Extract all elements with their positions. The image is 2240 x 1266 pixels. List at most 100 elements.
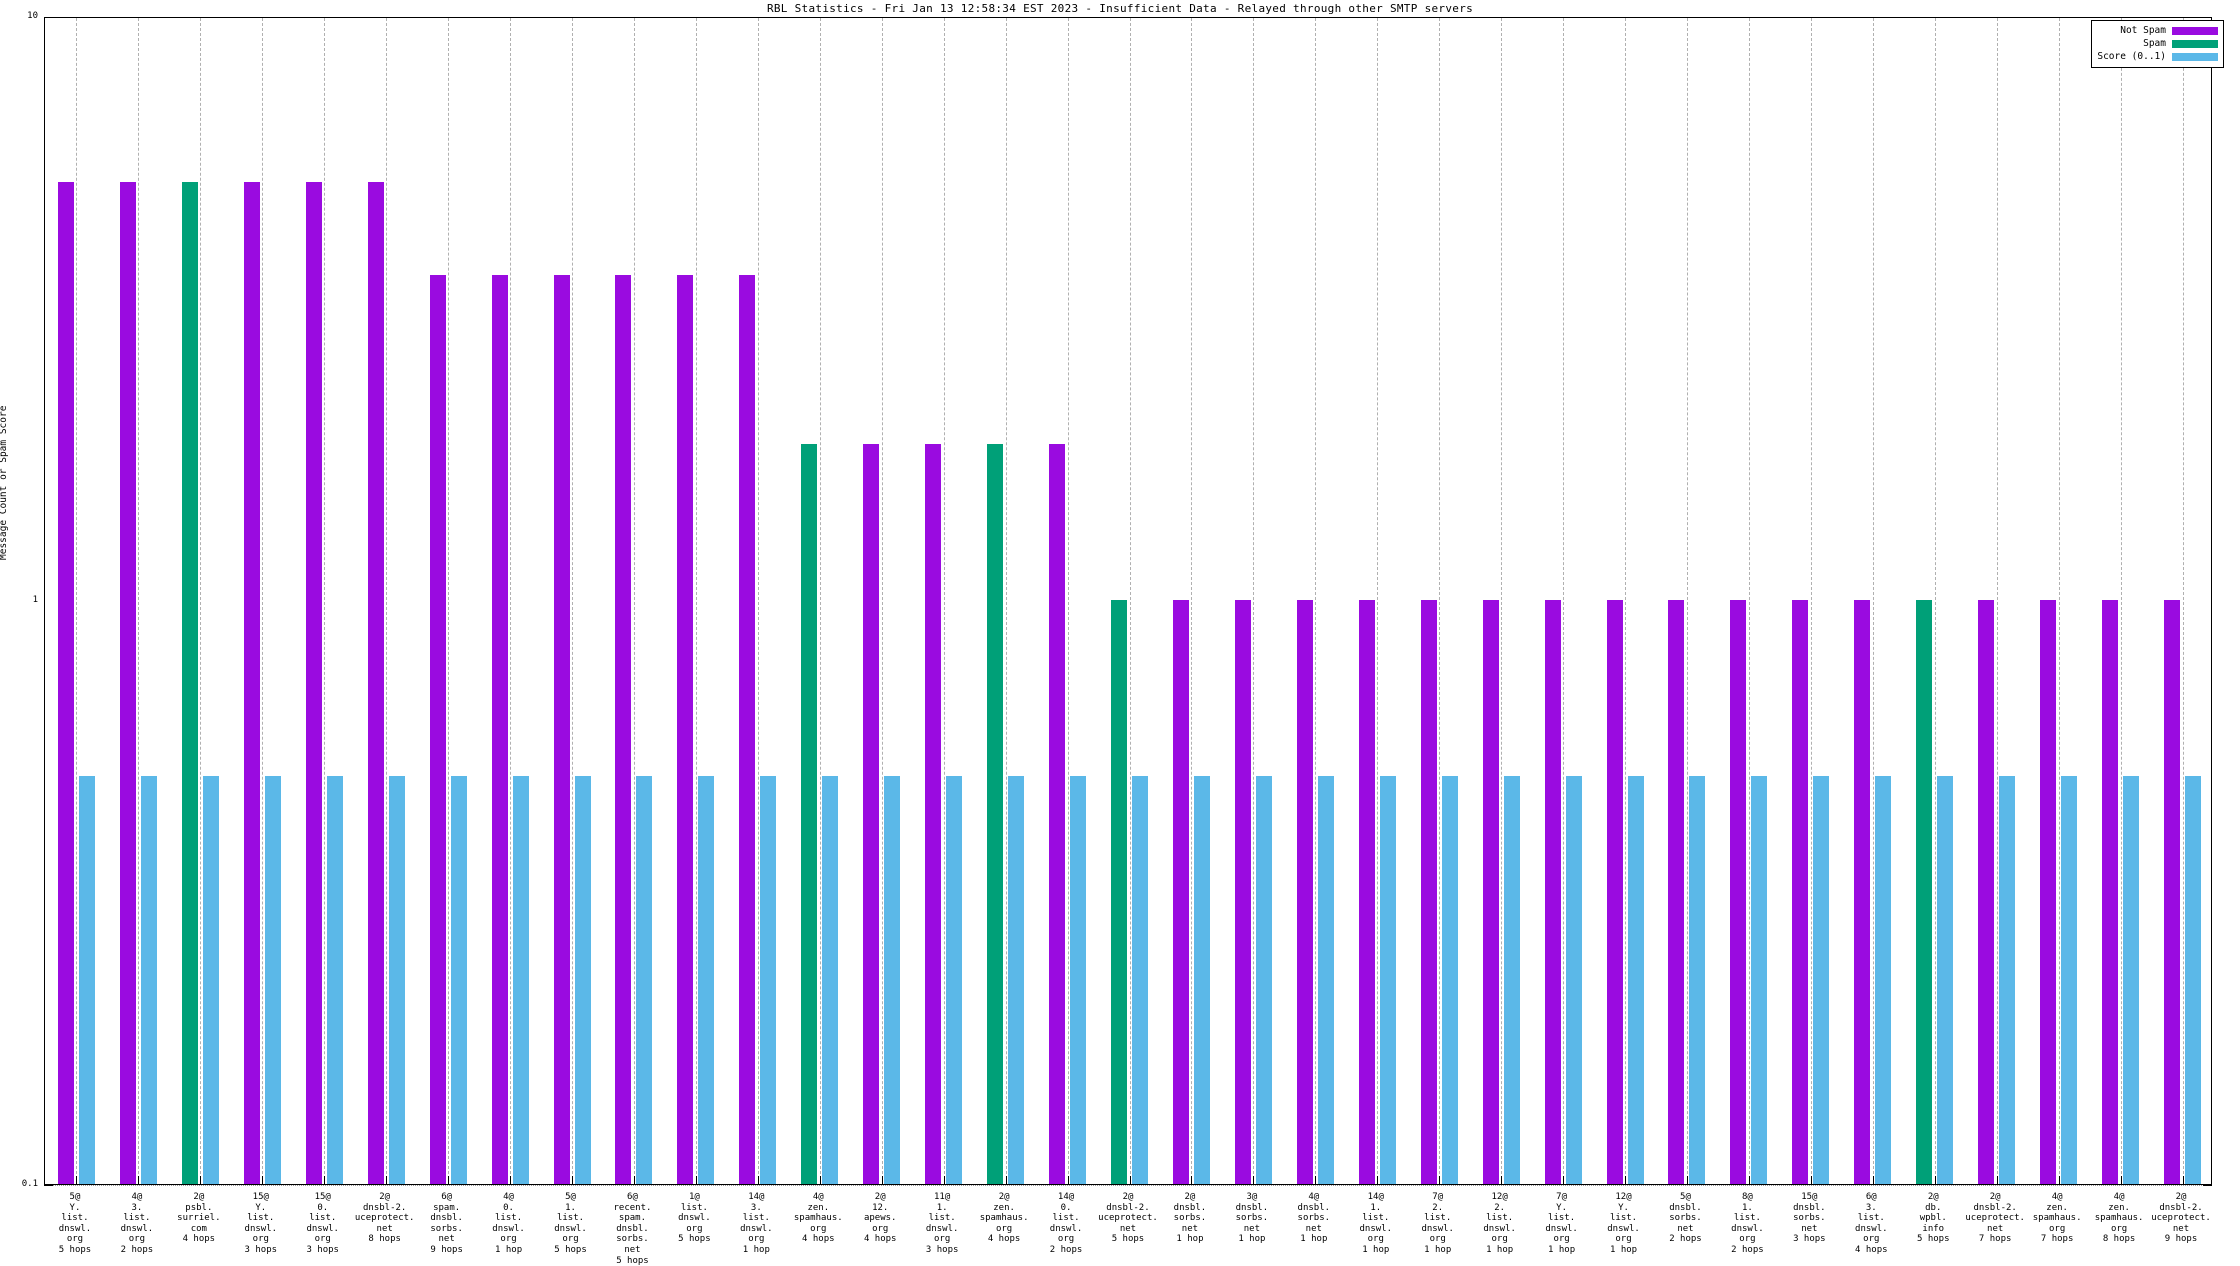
x-axis-label-line: net	[624, 1244, 641, 1255]
bar-not-spam	[367, 181, 384, 1184]
x-axis-label-line: 1@	[688, 1192, 700, 1202]
x-tick-mark	[2182, 1176, 2184, 1184]
bar-score	[2061, 775, 2078, 1184]
bar-not-spam	[1358, 600, 1375, 1184]
x-axis-label: 11@ 1. list. dnswl. org 3 hops	[911, 1192, 973, 1256]
x-axis-label-line: org	[1491, 1234, 1508, 1245]
x-axis-label-line: zen.	[2046, 1202, 2068, 1213]
x-tick-mark	[1377, 1176, 1379, 1184]
x-axis-label-line: com	[190, 1223, 207, 1234]
x-axis-label-line: dnswl.	[1731, 1223, 1764, 1234]
x-axis-label-line: 6@	[441, 1192, 453, 1202]
x-axis-label: 2@ dnsbl-2. uceprotect. net 7 hops	[1964, 1192, 2026, 1245]
x-gridline	[1191, 18, 1193, 1184]
x-gridline	[1315, 18, 1317, 1184]
x-axis-label-line: org	[562, 1234, 579, 1245]
x-gridline	[572, 18, 573, 1184]
x-gridline	[510, 18, 512, 1184]
bar-not-spam	[1668, 600, 1685, 1184]
x-axis-label: 2@ psbl. surriel. com 4 hops	[168, 1192, 230, 1245]
x-tick-mark	[510, 1176, 512, 1184]
x-tick-mark	[1191, 1176, 1193, 1184]
bar-score	[574, 775, 591, 1184]
x-axis-label-line: net	[376, 1223, 393, 1234]
x-gridline	[1129, 18, 1131, 1184]
x-axis-label: 2@ dnsbl-2. uceprotect. net 9 hops	[2150, 1192, 2212, 1245]
x-axis-label-line: 3@	[1246, 1192, 1258, 1202]
x-axis-label-line: sorbs.	[1669, 1213, 1702, 1224]
bar-score	[512, 775, 529, 1184]
x-axis-label-line: zen.	[993, 1202, 1015, 1213]
x-axis-label-line: spam.	[433, 1202, 461, 1213]
x-gridline	[695, 18, 697, 1184]
x-axis-label-line: org	[1367, 1234, 1384, 1245]
x-axis-label-line: org	[1863, 1234, 1880, 1245]
x-axis-label-line: 14@	[1367, 1192, 1384, 1202]
bar-not-spam	[1172, 600, 1189, 1184]
x-axis-label: 5@ 1. list. dnswl. org 5 hops	[540, 1192, 602, 1256]
x-axis-label-line: net	[1987, 1223, 2004, 1234]
x-axis-label-line: 2@	[193, 1192, 205, 1202]
x-axis-label: 14@ 1. list. dnswl. org 1 hop	[1345, 1192, 1407, 1256]
x-axis-label-line: uceprotect.	[354, 1213, 415, 1224]
x-axis-label-line: 8@	[1742, 1192, 1753, 1202]
x-gridline	[324, 18, 326, 1184]
x-axis-label-line: dnswl.	[244, 1223, 278, 1234]
plot-inner	[45, 18, 2211, 1184]
x-axis-label-line: apews.	[863, 1213, 897, 1224]
bar-score	[636, 775, 653, 1184]
bar-not-spam	[1730, 600, 1747, 1184]
bar-not-spam	[2102, 600, 2119, 1184]
x-tick-mark	[138, 1176, 140, 1184]
x-axis-label-line: 4 hops	[182, 1234, 216, 1245]
x-axis-label: 15@ Y. list. dnswl. org 3 hops	[230, 1192, 292, 1256]
x-axis-label: 7@ 2. list. dnswl. org 1 hop	[1407, 1192, 1469, 1256]
bar-score	[884, 775, 901, 1184]
x-axis-label-line: dnswl.	[1483, 1223, 1516, 1234]
x-axis-label: 14@ 3. list. dnswl. org 1 hop	[725, 1192, 787, 1256]
x-axis-label-line: 5 hops	[58, 1244, 92, 1255]
bar-score	[1813, 775, 1830, 1184]
x-axis-label-line: info	[1922, 1223, 1945, 1234]
x-gridline	[386, 18, 388, 1184]
chart-title: RBL Statistics - Fri Jan 13 12:58:34 EST…	[766, 2, 1474, 15]
x-axis-label: 15@ dnsbl. sorbs. net 3 hops	[1778, 1192, 1840, 1245]
x-tick-mark	[324, 1176, 326, 1184]
x-axis-label-line: dnswl.	[1049, 1223, 1083, 1234]
bar-not-spam	[925, 443, 942, 1184]
x-axis-label-line: 2@	[379, 1192, 391, 1202]
x-axis-label: 15@ 0. list. dnswl. org 3 hops	[292, 1192, 354, 1256]
x-axis-label-line: net	[1243, 1223, 1260, 1234]
x-axis-label-line: 2@	[2175, 1192, 2187, 1202]
x-gridline	[448, 18, 450, 1184]
bar-not-spam	[1482, 600, 1499, 1184]
bar-spam	[181, 181, 198, 1184]
bar-not-spam	[677, 275, 694, 1184]
x-axis-label-line: dnswl.	[1421, 1223, 1454, 1234]
x-axis-label: 5@ dnsbl. sorbs. net 2 hops	[1655, 1192, 1717, 1245]
x-axis-label-line: 1 hop	[1609, 1244, 1638, 1255]
legend-label-score: Score (0..1)	[2097, 51, 2166, 62]
x-axis-label-line: org	[1739, 1234, 1756, 1245]
x-axis-label: 8@ 1. list. dnswl. org 2 hops	[1716, 1192, 1778, 1256]
x-tick-mark	[819, 1176, 821, 1184]
x-axis-label-line: 2@	[874, 1192, 886, 1202]
x-axis-label-line: list.	[1424, 1213, 1452, 1224]
x-axis-label-line: 3.	[131, 1202, 143, 1213]
x-axis-label-line: list.	[1362, 1213, 1390, 1224]
x-axis-label-line: recent.	[613, 1202, 652, 1213]
x-tick-mark	[1625, 1176, 1627, 1184]
x-axis-label-line: dnswl.	[1545, 1223, 1578, 1234]
x-axis-label-line: sorbs.	[616, 1234, 649, 1245]
bar-not-spam	[1978, 600, 1995, 1184]
x-axis-label-line: 15@	[314, 1192, 331, 1202]
bar-not-spam	[1854, 600, 1871, 1184]
bar-score	[1379, 775, 1396, 1184]
x-axis-label-line: spamhaus.	[979, 1213, 1029, 1224]
x-axis-label-line: 5@	[1680, 1192, 1691, 1202]
x-tick-mark	[633, 1176, 635, 1184]
x-axis-label: 6@ spam. dnsbl. sorbs. net 9 hops	[416, 1192, 478, 1256]
x-axis-label-line: net	[1119, 1223, 1137, 1234]
x-gridline	[1253, 18, 1255, 1184]
x-axis-label: 6@ 3. list. dnswl. org 4 hops	[1840, 1192, 1902, 1256]
